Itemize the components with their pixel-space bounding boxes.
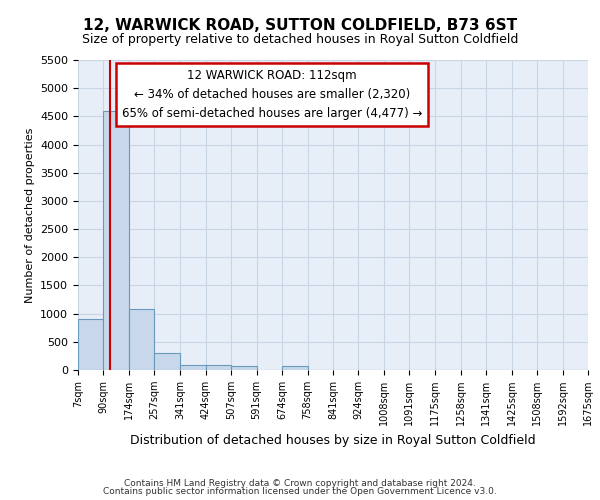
Bar (231, 366, 257, 370)
Bar (180, 365, 205, 370)
Bar (154, 353, 180, 370)
Text: 12, WARWICK ROAD, SUTTON COLDFIELD, B73 6ST: 12, WARWICK ROAD, SUTTON COLDFIELD, B73 … (83, 18, 517, 32)
Text: Contains HM Land Registry data © Crown copyright and database right 2024.: Contains HM Land Registry data © Crown c… (124, 478, 476, 488)
Y-axis label: Number of detached properties: Number of detached properties (25, 128, 35, 302)
Bar (205, 366, 231, 370)
Bar (282, 366, 308, 370)
Text: Contains public sector information licensed under the Open Government Licence v3: Contains public sector information licen… (103, 487, 497, 496)
Bar (129, 310, 154, 370)
Bar (103, 110, 129, 370)
Text: 12 WARWICK ROAD: 112sqm
← 34% of detached houses are smaller (2,320)
65% of semi: 12 WARWICK ROAD: 112sqm ← 34% of detache… (122, 70, 422, 120)
Text: Size of property relative to detached houses in Royal Sutton Coldfield: Size of property relative to detached ho… (82, 32, 518, 46)
X-axis label: Distribution of detached houses by size in Royal Sutton Coldfield: Distribution of detached houses by size … (130, 434, 536, 446)
Bar (78, 320, 103, 370)
